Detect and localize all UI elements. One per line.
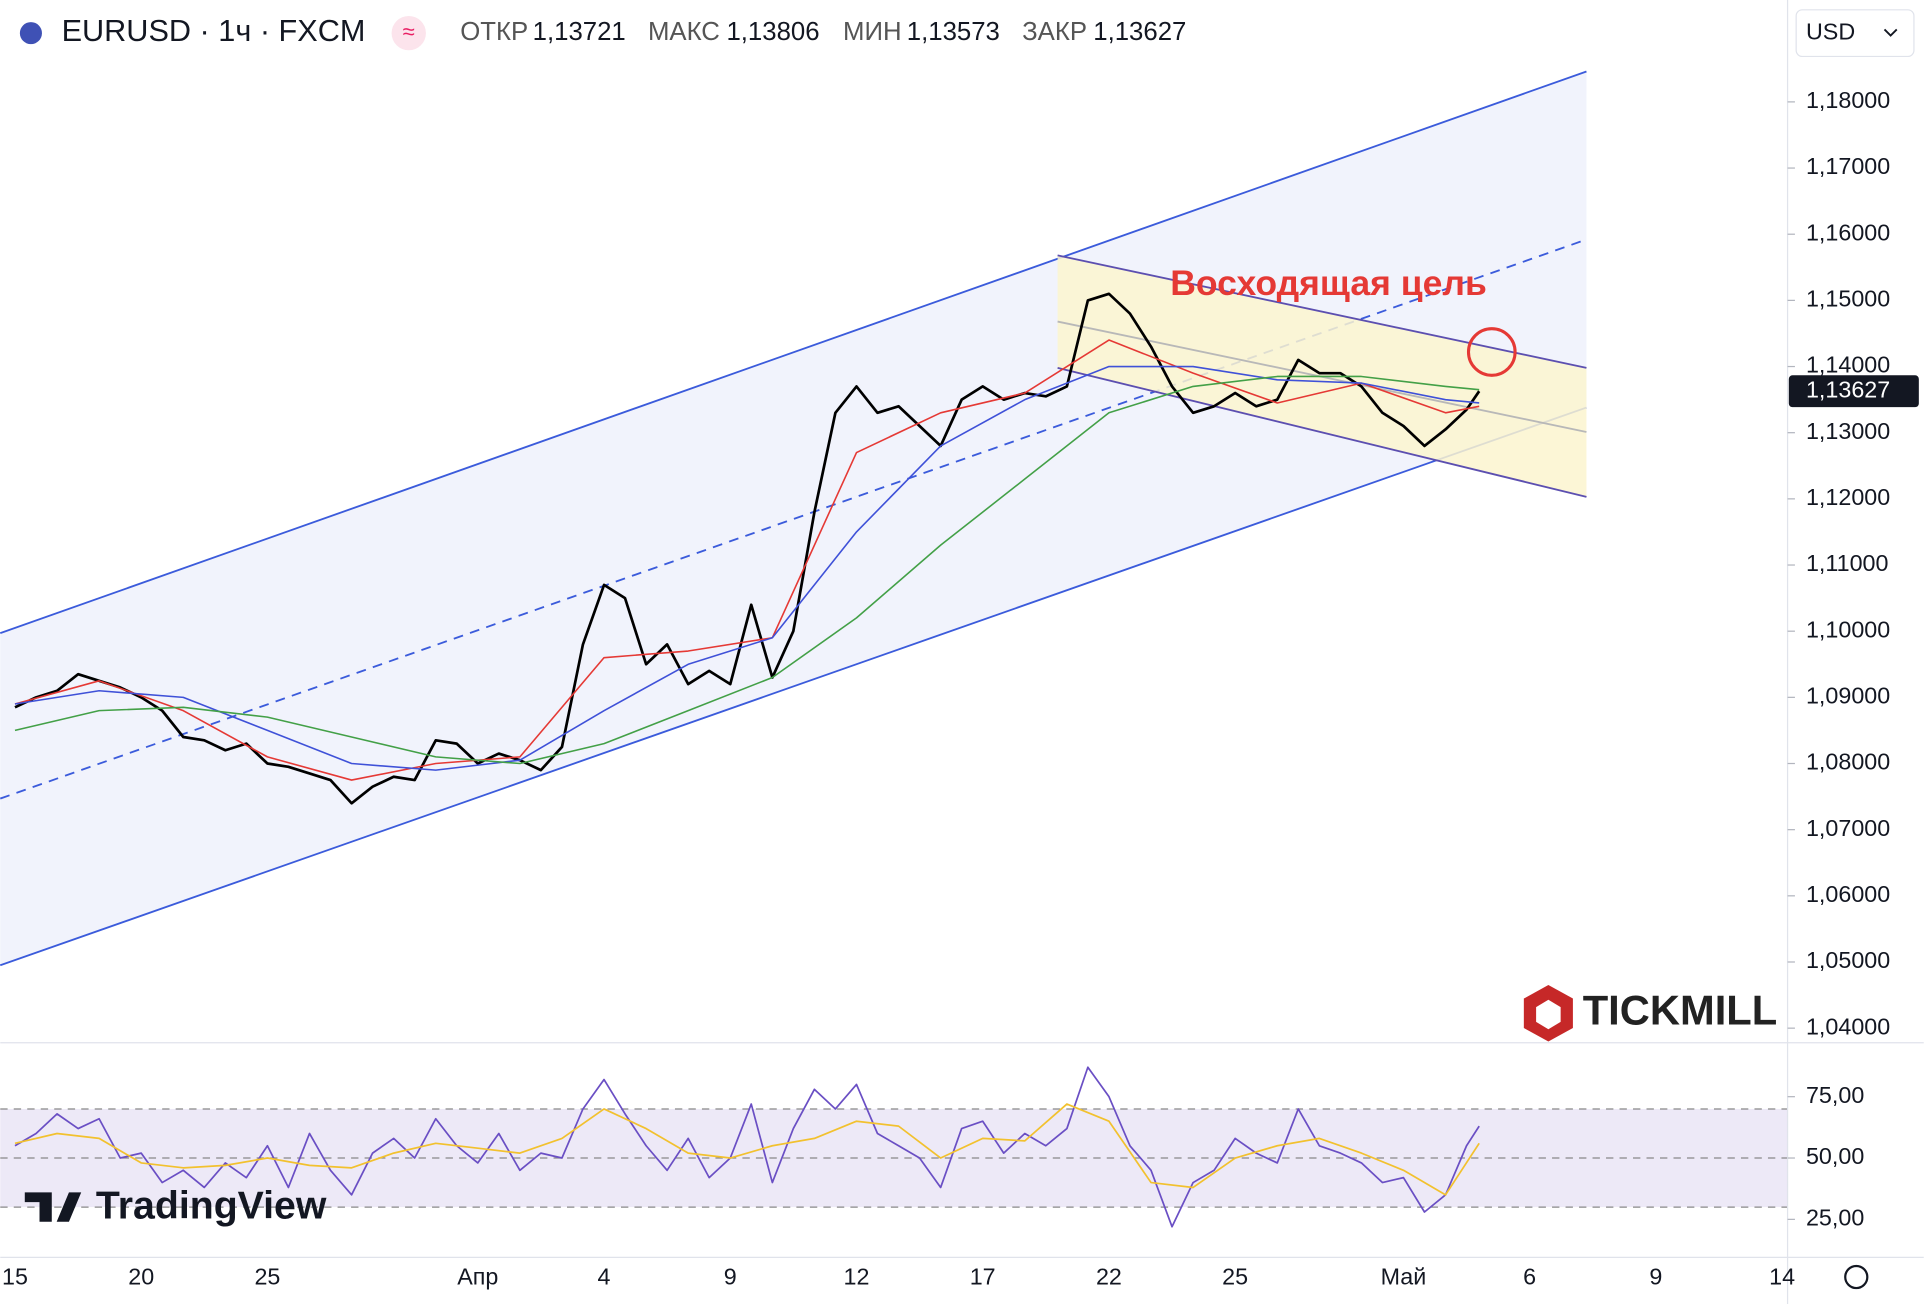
low: 1,13573 — [907, 18, 1000, 46]
high-label: МАКС — [648, 18, 720, 46]
y-tick-label: 1,13000 — [1806, 418, 1890, 444]
close-label: ЗАКР — [1022, 18, 1087, 46]
x-tick-label: Май — [1381, 1263, 1427, 1289]
open: 1,13721 — [533, 18, 626, 46]
series-line — [14, 1103, 1480, 1196]
target-circle — [1466, 327, 1517, 377]
x-tick-label: 4 — [598, 1263, 611, 1289]
y-tick-label: 1,08000 — [1806, 749, 1890, 775]
symbol-icon — [19, 22, 42, 45]
x-tick-label: Апр — [457, 1263, 498, 1289]
series-line — [14, 375, 1480, 765]
x-tick-label: 6 — [1523, 1263, 1536, 1289]
price-pane: Восходящая цель — [0, 70, 1587, 967]
high: 1,13806 — [726, 18, 819, 46]
channel-upper — [1057, 254, 1587, 369]
x-tick-label: 25 — [1222, 1263, 1248, 1289]
y-tick-label: 1,14000 — [1806, 352, 1890, 378]
y-tick-label: 1,16000 — [1806, 219, 1890, 245]
platform-logo-mark — [24, 1192, 82, 1222]
settings-icon[interactable] — [1844, 1264, 1869, 1290]
y-tick-label: 1,05000 — [1806, 947, 1890, 973]
symbol: EURUSD · 1ч · FXCM — [62, 14, 366, 48]
channel-lower — [0, 406, 1587, 967]
x-tick-label: 9 — [724, 1263, 737, 1289]
broker-logo: TICKMILL — [1583, 986, 1778, 1033]
series-line — [14, 365, 1480, 771]
last-price: 1,13627 — [1806, 376, 1890, 402]
y-tick-label: 1,04000 — [1806, 1013, 1890, 1039]
x-tick-label: 25 — [254, 1263, 280, 1289]
channel-middle — [0, 238, 1587, 800]
platform-logo: TradingView — [96, 1184, 327, 1228]
y-tick-label: 50,00 — [1806, 1143, 1864, 1169]
y-tick-label: 1,06000 — [1806, 881, 1890, 907]
annotation: Восходящая цель — [1170, 263, 1487, 303]
currency: USD — [1806, 18, 1855, 44]
series-line — [14, 1066, 1480, 1228]
x-tick-label: 15 — [2, 1263, 28, 1289]
y-tick-label: 1,09000 — [1806, 683, 1890, 709]
y-tick-label: 25,00 — [1806, 1205, 1864, 1231]
broker-logo-inner — [1536, 999, 1561, 1030]
x-tick-label: 22 — [1096, 1263, 1122, 1289]
x-tick-label: 9 — [1649, 1263, 1662, 1289]
y-tick-label: 1,10000 — [1806, 616, 1890, 642]
indicator-glyph: ≈ — [403, 19, 415, 44]
low-label: МИН — [843, 18, 902, 46]
rsi-pane — [0, 1066, 1788, 1228]
y-tick-label: 1,15000 — [1806, 286, 1890, 312]
y-tick-label: 1,18000 — [1806, 87, 1890, 113]
y-tick-label: 1,17000 — [1806, 153, 1890, 179]
y-tick-label: 1,11000 — [1806, 550, 1889, 576]
y-tick-label: 1,07000 — [1806, 815, 1890, 841]
x-tick-label: 17 — [970, 1263, 996, 1289]
channel-upper — [0, 70, 1587, 635]
channel-lower — [1057, 366, 1587, 498]
last-price-box — [1788, 375, 1919, 408]
series-line — [14, 292, 1481, 805]
x-tick-label: 14 — [1769, 1263, 1795, 1289]
y-tick-label: 1,12000 — [1806, 484, 1890, 510]
x-tick-label: 12 — [844, 1263, 870, 1289]
open-label: ОТКР — [460, 18, 528, 46]
indicator-icon — [391, 15, 426, 51]
close: 1,13627 — [1093, 18, 1186, 46]
y-tick-label: 75,00 — [1806, 1082, 1864, 1108]
dropdown-arrow — [1883, 28, 1898, 37]
x-tick-label: 20 — [128, 1263, 154, 1289]
currency-select[interactable] — [1795, 9, 1915, 58]
